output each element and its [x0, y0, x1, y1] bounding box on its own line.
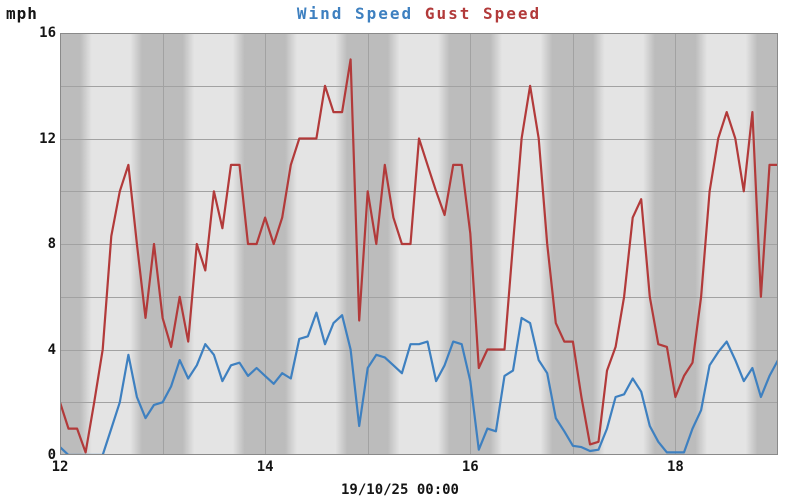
y-tick-label: 8	[47, 236, 56, 252]
y-tick-label: 4	[47, 341, 56, 358]
x-tick-label: 18	[666, 459, 684, 475]
wind-speed-line	[60, 311, 778, 455]
gust-speed-line	[60, 58, 778, 454]
y-tick-label: 12	[39, 130, 56, 147]
x-axis-date-label: 19/10/25 00:00	[340, 482, 459, 498]
chart-legend: Wind Speed Gust Speed	[60, 4, 778, 23]
x-tick-label: 16	[461, 459, 479, 475]
grid-lines	[60, 33, 778, 455]
y-tick-label: 0	[47, 447, 56, 463]
y-axis-unit-label: mph	[6, 4, 38, 23]
x-tick-label: 14	[256, 459, 274, 475]
plot-border	[60, 33, 778, 455]
chart-canvas	[60, 33, 778, 455]
x-tick-label: 12	[51, 459, 69, 475]
plot-area	[60, 33, 778, 455]
legend-gust-speed: Gust Speed	[424, 4, 542, 23]
y-tick-label: 16	[39, 25, 56, 41]
legend-wind-speed: Wind Speed	[296, 4, 414, 23]
